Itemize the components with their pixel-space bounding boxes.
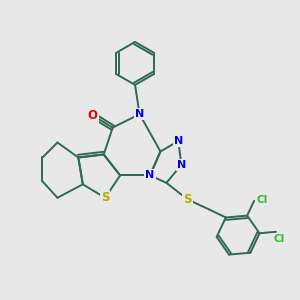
Text: S: S (183, 193, 192, 206)
Text: O: O (88, 109, 98, 122)
Text: Cl: Cl (273, 234, 284, 244)
Text: N: N (174, 136, 183, 146)
Text: N: N (177, 160, 186, 170)
Text: N: N (146, 170, 154, 180)
Text: N: N (135, 109, 144, 119)
Text: S: S (101, 191, 110, 204)
Text: Cl: Cl (257, 195, 268, 205)
